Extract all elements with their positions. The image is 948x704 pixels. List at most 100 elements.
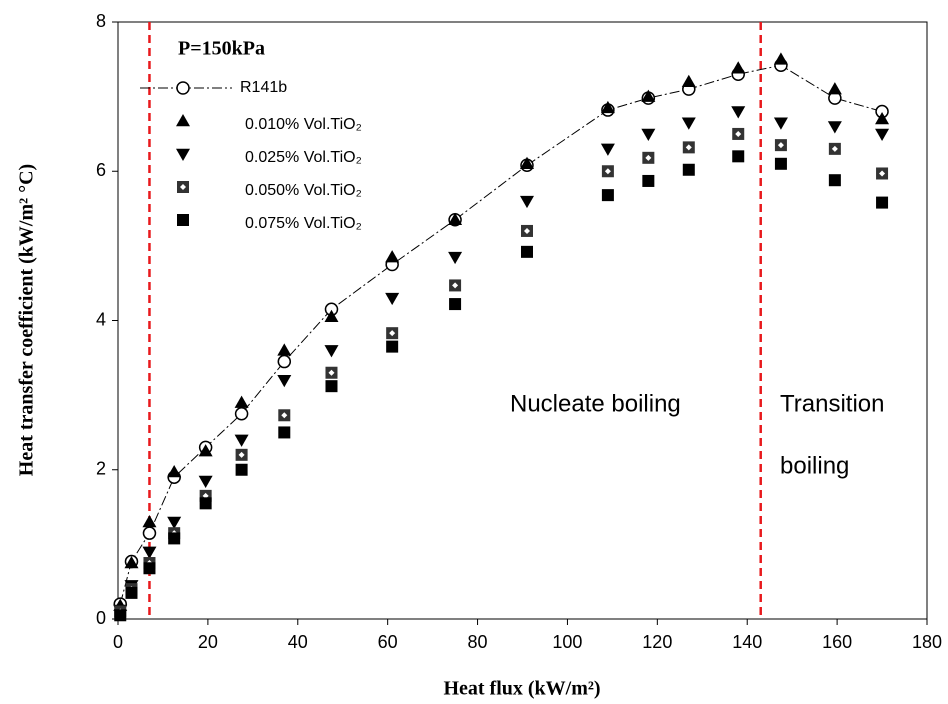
point-body (828, 174, 841, 187)
point-dot (452, 282, 459, 289)
point (277, 374, 292, 388)
point-body (774, 157, 787, 170)
point (828, 174, 841, 187)
legend-label: 0.025% Vol.TiO₂ (245, 149, 362, 166)
point (235, 463, 248, 476)
legend-marker (176, 81, 190, 95)
point-dot (685, 144, 692, 151)
x-tick-label: 140 (732, 632, 762, 652)
point (774, 139, 787, 152)
point (601, 189, 614, 202)
point (278, 409, 291, 422)
point (827, 121, 842, 134)
point (601, 165, 614, 178)
point (143, 562, 156, 575)
point-body (114, 609, 127, 622)
x-tick-label: 120 (642, 632, 672, 652)
point-dot (879, 170, 886, 177)
point (167, 464, 182, 478)
point-dot (238, 451, 245, 458)
point-dot (831, 145, 838, 152)
point (448, 251, 463, 265)
y-tick-label: 6 (96, 160, 106, 180)
point (386, 340, 399, 353)
y-tick-label: 2 (96, 459, 106, 479)
point (234, 434, 249, 447)
point (198, 475, 213, 488)
x-tick-label: 40 (288, 632, 308, 652)
point (278, 426, 291, 439)
point-body (235, 463, 248, 476)
point-body (386, 340, 399, 353)
point-dot (735, 130, 742, 137)
point (641, 89, 656, 102)
point (876, 196, 889, 209)
point (732, 127, 745, 140)
point (168, 532, 181, 545)
point-dot (328, 369, 335, 376)
point-body (177, 214, 189, 226)
point (642, 174, 655, 187)
point (325, 366, 338, 379)
point (520, 224, 533, 237)
fit-line (119, 64, 883, 605)
point (600, 143, 615, 156)
point (875, 112, 890, 125)
point-dot (523, 227, 530, 234)
legend-marker (176, 148, 190, 161)
point (449, 279, 462, 292)
point-body (125, 586, 138, 599)
point-body (642, 174, 655, 187)
x-tick-label: 100 (552, 632, 582, 652)
x-tick-label: 0 (113, 632, 123, 652)
x-tick-label: 160 (822, 632, 852, 652)
point (235, 448, 248, 461)
point (732, 150, 745, 163)
point (449, 298, 462, 311)
point-dot (389, 330, 396, 337)
point (142, 546, 157, 559)
point (385, 292, 400, 306)
point-body (601, 189, 614, 202)
point (385, 250, 400, 263)
point-body (449, 298, 462, 311)
point (875, 128, 890, 141)
point-dot (281, 412, 288, 419)
point-dot (180, 184, 186, 190)
point (773, 117, 788, 130)
point (827, 82, 842, 95)
legend-label: 0.010% Vol.TiO₂ (245, 116, 362, 133)
point-body (143, 562, 156, 575)
x-axis-label: Heat flux (kW/m²) (443, 678, 600, 700)
point (731, 106, 746, 119)
point-dot (604, 168, 611, 175)
legend-marker (176, 114, 190, 127)
point (199, 497, 212, 510)
legend-title: P=150kPa (178, 38, 265, 60)
point (641, 128, 656, 141)
point (386, 327, 399, 340)
point (125, 586, 138, 599)
point-body (520, 245, 533, 258)
point-body (325, 380, 338, 393)
point (682, 141, 695, 154)
point (448, 212, 463, 226)
point (774, 157, 787, 170)
point (142, 526, 157, 540)
point-body (876, 196, 889, 209)
point (198, 444, 213, 457)
point-body (168, 532, 181, 545)
plot-frame (117, 21, 928, 620)
point (642, 151, 655, 164)
point-dot (777, 142, 784, 149)
y-tick-label: 8 (96, 11, 106, 31)
legend-marker (177, 181, 189, 193)
point (681, 74, 696, 87)
point-body (199, 497, 212, 510)
point (600, 100, 615, 114)
annotation: boiling (780, 452, 849, 479)
y-tick-label: 0 (96, 608, 106, 628)
point (324, 309, 339, 323)
legend-label: 0.075% Vol.TiO₂ (245, 215, 362, 232)
point (828, 142, 841, 155)
